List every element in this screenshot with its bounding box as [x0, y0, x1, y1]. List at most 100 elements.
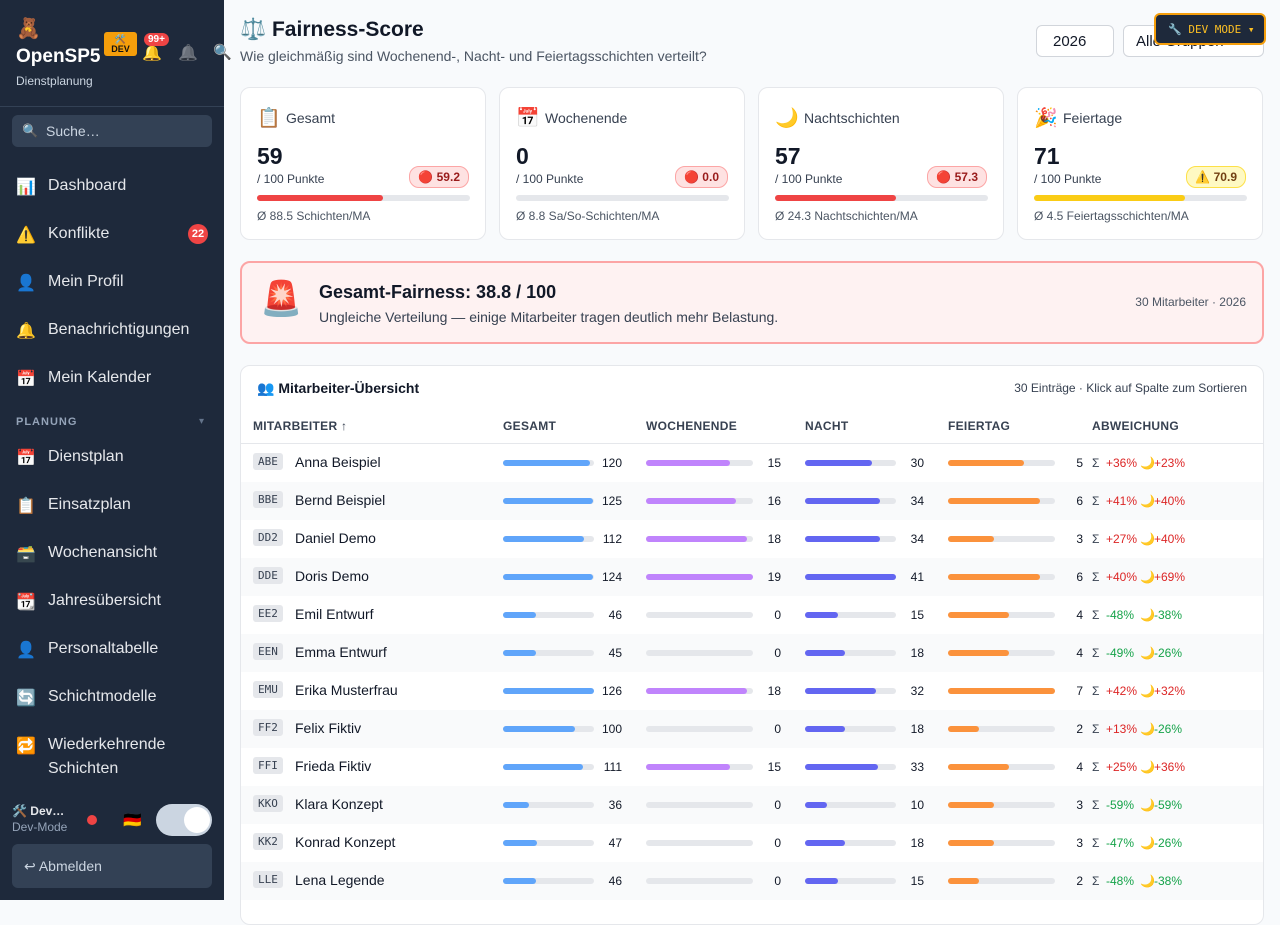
metric-bar — [503, 688, 594, 694]
nav-icon: 📅 — [16, 450, 36, 467]
metric-track — [948, 688, 1055, 694]
nav-icon: 🔄 — [16, 690, 36, 707]
metric-track — [503, 536, 594, 542]
table-row[interactable]: LLE Lena Legende 46 0 15 2 Σ -48% 🌙 -38% — [241, 862, 1263, 900]
nav-item[interactable]: 📅 Dienstplan — [16, 448, 178, 469]
metric-value: 0 — [774, 836, 781, 850]
metric-bar — [948, 536, 994, 542]
metric-track — [948, 764, 1055, 770]
notification-badge: 99+ — [144, 33, 169, 46]
deviation-value: +13% — [1106, 722, 1138, 736]
year-select[interactable]: 2026 — [1036, 25, 1114, 57]
metric-value: 18 — [767, 532, 781, 546]
nav-item[interactable]: 🔔 Benachrichtigungen — [16, 321, 189, 342]
banner-text: Ungleiche Verteilung — einige Mitarbeite… — [319, 309, 779, 325]
metric-track — [646, 612, 753, 618]
table-row[interactable]: KKO Klara Konzept 36 0 10 3 Σ -59% 🌙 -59% — [241, 786, 1263, 824]
employee-code: DD2 — [253, 529, 283, 546]
table-row[interactable]: DD2 Daniel Demo 112 18 34 3 Σ +27% 🌙 +40% — [241, 520, 1263, 558]
metric-bar — [805, 650, 845, 656]
language-flag[interactable]: 🇩🇪 — [123, 812, 142, 829]
nav-label: Mein Kalender — [48, 369, 152, 386]
column-header[interactable]: WOCHENENDE — [646, 419, 738, 433]
metric-bar — [646, 536, 748, 542]
metric-track — [805, 498, 896, 504]
card-progress-track — [516, 195, 729, 201]
deviation-value: +69% — [1154, 570, 1186, 584]
metric-bar — [805, 726, 845, 732]
search-button[interactable]: 🔍 — [213, 44, 232, 61]
nav-item[interactable]: 📊 Dashboard — [16, 177, 178, 198]
deviation-value: +36% — [1154, 760, 1186, 774]
metric-value: 32 — [910, 684, 924, 698]
section-caret[interactable]: ▾ — [199, 416, 205, 427]
nav-item[interactable]: 👤 Mein Profil — [16, 273, 178, 294]
table-row[interactable]: ABE Anna Beispiel 120 15 30 5 Σ +36% 🌙 +23% — [241, 444, 1263, 482]
column-header[interactable]: MITARBEITER ↑ — [253, 419, 348, 433]
employee-code: KKO — [253, 795, 283, 812]
app-name: OpenSP5 — [16, 46, 101, 67]
metric-value: 46 — [608, 608, 622, 622]
table-row[interactable]: FF2 Felix Fiktiv 100 0 18 2 Σ +13% 🌙 -26% — [241, 710, 1263, 748]
nav-item[interactable]: 🔁 Wiederkehrende Schichten — [16, 736, 178, 781]
bell-outline-button[interactable]: 🔔 — [178, 45, 198, 62]
nav-item[interactable]: 👤 Personaltabelle — [16, 640, 178, 661]
column-header[interactable]: GESAMT — [503, 419, 557, 433]
metric-track — [805, 650, 896, 656]
deviation-icon: 🌙 — [1140, 722, 1155, 736]
table-title: 👥 Mitarbeiter-Übersicht — [257, 380, 420, 396]
metric-track — [805, 802, 896, 808]
column-header[interactable]: NACHT — [805, 419, 849, 433]
nav-item[interactable]: 📆 Jahresübersicht — [16, 592, 178, 613]
metric-value: 34 — [910, 494, 924, 508]
metric-value: 3 — [1076, 532, 1083, 546]
deviation-icon: Σ — [1092, 646, 1100, 660]
table-row[interactable]: BBE Bernd Beispiel 125 16 34 6 Σ +41% 🌙 +40% — [241, 482, 1263, 520]
nav-item[interactable]: 📅 Mein Kalender — [16, 369, 178, 390]
section-label: PLANUNG — [16, 416, 78, 428]
employee-code: BBE — [253, 491, 283, 508]
theme-toggle[interactable] — [156, 804, 212, 836]
metric-bar — [948, 498, 1040, 504]
employee-code: EEN — [253, 643, 283, 660]
card-icon: 🎉 — [1034, 108, 1058, 129]
metric-bar — [646, 498, 737, 504]
card-icon: 🌙 — [775, 108, 799, 129]
metric-track — [646, 498, 753, 504]
nav-icon: 📋 — [16, 498, 36, 515]
table-row[interactable]: KK2 Konrad Konzept 47 0 18 3 Σ -47% 🌙 -26% — [241, 824, 1263, 862]
page-title: ⚖️ Fairness-Score — [240, 18, 424, 41]
banner-icon: 🚨 — [260, 280, 303, 318]
employee-name: Klara Konzept — [295, 796, 383, 812]
metric-track — [503, 802, 594, 808]
metric-track — [503, 840, 594, 846]
deviation-icon: 🌙 — [1140, 608, 1155, 622]
table-row[interactable]: FFI Frieda Fiktiv 111 15 33 4 Σ +25% 🌙 +36% — [241, 748, 1263, 786]
dev-mode-button[interactable]: 🔧 DEV MODE ▾ — [1154, 13, 1266, 45]
deviation-icon: 🌙 — [1140, 494, 1155, 508]
nav-icon: 🗃️ — [16, 546, 36, 563]
column-header[interactable]: FEIERTAG — [948, 419, 1011, 433]
nav-badge: 22 — [188, 224, 208, 244]
table-row[interactable]: EEN Emma Entwurf 45 0 18 4 Σ -49% 🌙 -26% — [241, 634, 1263, 672]
metric-bar — [805, 536, 881, 542]
table-row[interactable]: DDE Doris Demo 124 19 41 6 Σ +40% 🌙 +69% — [241, 558, 1263, 596]
metric-bar — [646, 460, 731, 466]
deviation-value: +27% — [1106, 532, 1138, 546]
table-row[interactable]: EE2 Emil Entwurf 46 0 15 4 Σ -48% 🌙 -38% — [241, 596, 1263, 634]
nav-item[interactable]: 🗃️ Wochenansicht — [16, 544, 178, 565]
metric-value: 0 — [774, 874, 781, 888]
nav-item[interactable]: 🔄 Schichtmodelle — [16, 688, 178, 709]
employee-name: Konrad Konzept — [295, 834, 396, 850]
logout-button[interactable]: ↩ Abmelden — [12, 844, 212, 888]
nav-item[interactable]: ⚠️ Konflikte 22 — [16, 224, 208, 246]
nav-label: Mein Profil — [48, 273, 124, 290]
metric-value: 10 — [910, 798, 924, 812]
employee-name: Daniel Demo — [295, 530, 376, 546]
nav-item[interactable]: 📋 Einsatzplan — [16, 496, 178, 517]
bell-button[interactable]: 🔔 — [142, 45, 162, 62]
nav-icon: 📆 — [16, 594, 36, 611]
search-box[interactable]: Suche… 🔍 — [12, 115, 212, 147]
table-row[interactable]: EMU Erika Musterfrau 126 18 32 7 Σ +42% 🌙 +32% — [241, 672, 1263, 710]
column-header[interactable]: ABWEICHUNG — [1092, 419, 1179, 433]
